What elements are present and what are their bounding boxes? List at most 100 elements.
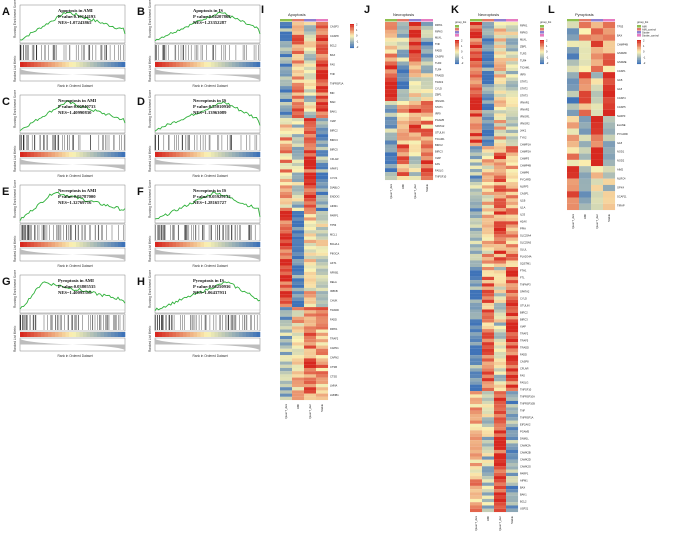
gradient-cell (214, 62, 219, 67)
heatmap-cell (494, 142, 507, 147)
heatmap-cell (304, 134, 317, 138)
column-label: AMI (296, 404, 300, 409)
heatmap-cell (506, 479, 519, 483)
heatmap-cell (292, 153, 305, 157)
legend-scale-cell (350, 34, 354, 37)
heatmap-cell (494, 508, 507, 513)
gradient-cell (90, 242, 94, 247)
heatmap-cell (470, 463, 483, 467)
gene-label: BIRC3 (435, 150, 443, 154)
heatmap-cell (506, 224, 519, 228)
heatmap-cell (470, 280, 483, 284)
gene-label: PGAM5 (435, 118, 445, 122)
heatmap-cell (280, 239, 293, 244)
heatmap-cell (494, 505, 507, 509)
heatmap-cell (316, 98, 329, 103)
heatmap-cell (470, 502, 483, 506)
heatmap-cell (316, 172, 329, 176)
legend-scale-cell (637, 47, 641, 49)
heatmap-cell (316, 86, 329, 90)
gradient-cell (62, 152, 66, 157)
heatmap-cell (470, 214, 483, 219)
rank-metric-area (20, 249, 125, 260)
gradient-cell (207, 62, 212, 67)
heatmap-cell (494, 378, 507, 382)
heatmap-cell (280, 294, 293, 298)
heatmap-cell (470, 71, 483, 75)
heatmap-cell (280, 156, 293, 160)
heatmap-cell (280, 178, 293, 183)
heatmap-cell (316, 303, 329, 308)
gene-label: XIAP (520, 324, 526, 328)
heatmap-cell (280, 41, 293, 45)
heatmap-cell (482, 110, 495, 114)
gradient-cell (197, 332, 201, 337)
heatmap-cell (470, 361, 483, 366)
heatmap-cell (280, 332, 293, 336)
heatmap-cell (304, 355, 317, 359)
legend-scale-cell (540, 52, 544, 54)
gene-label: FASLG (435, 168, 443, 172)
heatmap-cell (506, 191, 519, 196)
heatmap-cell (494, 54, 507, 58)
heatmap-cell (506, 355, 519, 359)
gene-label: OTULIN (435, 131, 445, 135)
heatmap-cell (280, 310, 293, 314)
panel-label-f: F (137, 186, 144, 198)
heatmap-cell (506, 110, 519, 114)
heatmap-cell (280, 265, 293, 269)
heatmap-cell (316, 50, 329, 55)
gradient-cell (172, 242, 177, 247)
gene-label: TYK2 (520, 135, 527, 139)
gradient-cell (256, 152, 261, 157)
heatmap-cell (494, 316, 507, 320)
heatmap-cell (494, 221, 507, 225)
heatmap-cell (292, 127, 305, 131)
heatmap-cell (316, 143, 329, 147)
heatmap-cell (579, 84, 592, 91)
gene-label: NLRP3 (520, 184, 529, 188)
gradient-cell (218, 62, 222, 67)
gene-label: AIFM1 (520, 478, 528, 482)
heatmap-cell (304, 396, 317, 401)
heatmap-cell (280, 271, 293, 276)
gradient-cell (107, 332, 112, 337)
heatmap-legend: group_listAMIAMI_controlStrokeStroke_con… (637, 20, 659, 65)
gene-label: FADD (520, 352, 527, 356)
heatmap-cell (280, 70, 293, 74)
heatmap-cell (280, 220, 293, 224)
heatmap-cell (506, 414, 519, 418)
heatmap-cell (304, 342, 317, 346)
gene-label: TNFAIP3 (520, 282, 531, 286)
heatmap-cell (292, 358, 305, 362)
heatmap-cell (579, 128, 592, 135)
heatmap-cell (506, 368, 519, 372)
heatmap-cell (494, 466, 507, 470)
heatmap-cell (470, 38, 483, 42)
heatmap-cell (316, 355, 329, 359)
heatmap-cell (470, 126, 483, 130)
gene-label: MLKL (435, 36, 442, 40)
heatmap-cell (494, 188, 507, 192)
heatmap-cell (506, 263, 519, 268)
gradient-cell (79, 62, 84, 67)
heatmap-cell (304, 127, 317, 131)
heatmap-cell (304, 185, 317, 189)
heatmap-cell (482, 237, 495, 241)
legend-scale-cell (455, 43, 459, 45)
heatmap-cell (506, 100, 519, 104)
heatmap-cell (292, 303, 305, 308)
heatmap-cell (482, 247, 495, 251)
heatmap-cell (567, 40, 580, 48)
heatmap-cell (482, 175, 495, 179)
heatmap-cell (494, 404, 507, 408)
heatmap-cell (579, 122, 592, 129)
gene-label: NFKB1 (330, 270, 339, 274)
heatmap-cell (280, 259, 293, 263)
heatmap-cell (292, 50, 305, 55)
gene-label: TLR3 (435, 61, 442, 65)
heatmap-cell (316, 194, 329, 199)
heatmap-cell (397, 25, 410, 30)
heatmap-cell (470, 296, 483, 300)
gene-label: FAS (435, 162, 440, 166)
